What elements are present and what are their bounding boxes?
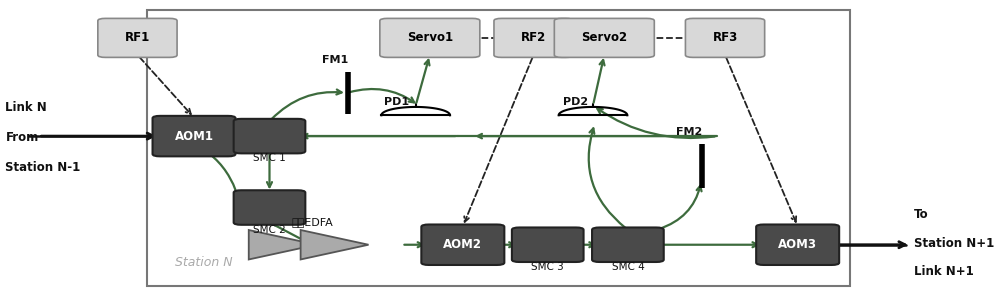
- Text: FM1: FM1: [322, 55, 349, 65]
- FancyBboxPatch shape: [494, 19, 573, 57]
- FancyBboxPatch shape: [592, 228, 664, 262]
- FancyBboxPatch shape: [756, 225, 839, 265]
- Text: Link N+1: Link N+1: [914, 265, 973, 278]
- FancyBboxPatch shape: [98, 19, 177, 57]
- Text: PD1: PD1: [384, 97, 409, 107]
- Text: Link N: Link N: [5, 101, 47, 114]
- FancyBboxPatch shape: [512, 228, 584, 262]
- Text: To: To: [914, 208, 928, 222]
- FancyBboxPatch shape: [153, 116, 236, 156]
- Text: AOM1: AOM1: [175, 129, 214, 143]
- Text: RF1: RF1: [125, 31, 150, 44]
- FancyBboxPatch shape: [685, 19, 765, 57]
- Text: AOM2: AOM2: [443, 238, 482, 251]
- Text: Servo2: Servo2: [581, 31, 627, 44]
- Text: SMC 4: SMC 4: [612, 262, 644, 272]
- FancyBboxPatch shape: [554, 19, 654, 57]
- Text: PD2: PD2: [563, 97, 589, 107]
- Text: SMC 1: SMC 1: [253, 153, 286, 164]
- Text: FM2: FM2: [676, 127, 702, 137]
- Text: Station N: Station N: [175, 256, 232, 269]
- Text: Servo1: Servo1: [407, 31, 453, 44]
- Text: AOM3: AOM3: [778, 238, 817, 251]
- Text: SMC 2: SMC 2: [253, 225, 286, 235]
- Text: Station N-1: Station N-1: [5, 161, 81, 174]
- Text: 两级EDFA: 两级EDFA: [291, 217, 333, 228]
- Text: Station N+1: Station N+1: [914, 237, 994, 250]
- FancyBboxPatch shape: [421, 225, 504, 265]
- Text: SMC 3: SMC 3: [531, 262, 564, 272]
- Polygon shape: [249, 230, 317, 260]
- Text: From: From: [5, 131, 39, 144]
- Polygon shape: [301, 230, 369, 260]
- FancyBboxPatch shape: [380, 19, 480, 57]
- FancyBboxPatch shape: [234, 119, 305, 153]
- FancyBboxPatch shape: [234, 190, 305, 225]
- Text: RF3: RF3: [712, 31, 738, 44]
- Text: RF2: RF2: [521, 31, 546, 44]
